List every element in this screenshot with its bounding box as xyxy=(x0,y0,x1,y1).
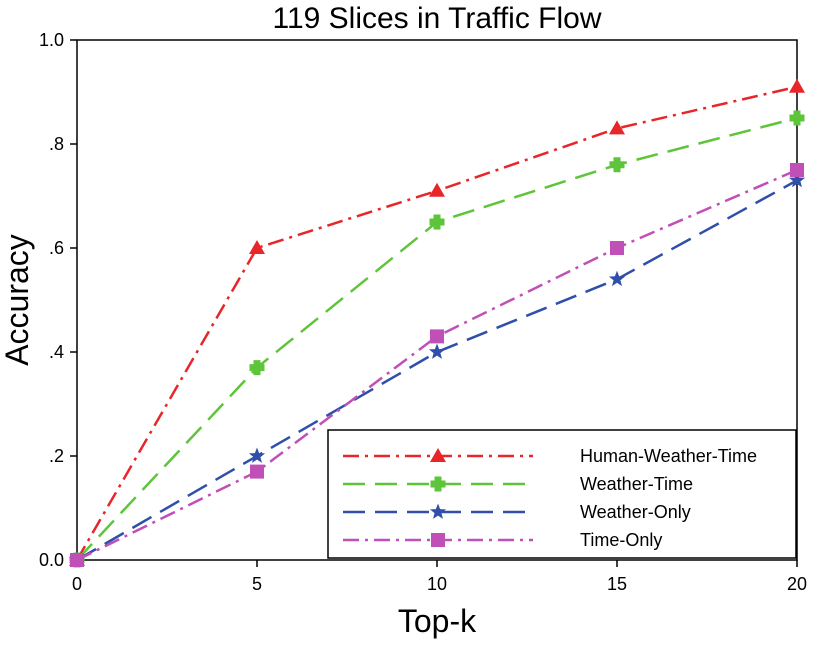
data-point-time-only xyxy=(70,553,84,567)
x-tick-label: 15 xyxy=(607,574,627,594)
data-point-weather-only xyxy=(608,270,626,287)
chart-title: 119 Slices in Traffic Flow xyxy=(272,2,601,35)
data-point-human-weather-time xyxy=(249,240,265,254)
data-point-weather-only xyxy=(428,343,446,359)
x-axis-label: Top-k xyxy=(398,603,477,639)
legend-item-weather-only: Weather-Only xyxy=(343,502,691,522)
data-point-human-weather-time xyxy=(429,182,445,197)
series-layer xyxy=(68,78,806,568)
data-point-weather-time xyxy=(249,360,265,376)
data-point-time-only xyxy=(610,241,624,255)
y-tick-label: .8 xyxy=(49,134,64,154)
data-point-weather-only xyxy=(248,447,266,463)
y-tick-label: .4 xyxy=(49,342,64,362)
y-axis: 0.0 .2 .4 .6 .8 1.0 xyxy=(39,30,77,570)
data-point-time-only xyxy=(250,464,264,479)
legend-label: Weather-Time xyxy=(580,474,693,494)
legend-label: Human-Weather-Time xyxy=(580,446,757,466)
legend-swatch-marker xyxy=(429,503,447,519)
x-tick-label: 5 xyxy=(252,574,262,594)
legend-label: Weather-Only xyxy=(580,502,691,522)
data-point-weather-only xyxy=(788,171,806,188)
data-point-weather-time xyxy=(429,214,445,230)
legend-label: Time-Only xyxy=(580,530,662,550)
series-time-only xyxy=(70,163,804,567)
data-point-weather-time xyxy=(609,157,625,173)
legend-swatch-marker xyxy=(430,448,446,462)
legend-box xyxy=(327,429,797,559)
x-tick-label: 10 xyxy=(427,574,447,594)
data-point-weather-time xyxy=(789,110,805,126)
x-axis: 0 5 10 15 20 xyxy=(72,560,807,594)
y-tick-label: .6 xyxy=(49,238,64,258)
data-point-human-weather-time xyxy=(789,78,805,93)
x-tick-label: 0 xyxy=(72,574,82,594)
x-tick-label: 20 xyxy=(787,574,807,594)
legend-item-weather-time: Weather-Time xyxy=(343,474,693,494)
legend-item-human-weather-time: Human-Weather-Time xyxy=(343,446,757,466)
y-axis-label: Accuracy xyxy=(0,234,35,366)
legend-swatch-marker xyxy=(431,533,445,547)
y-tick-label: .2 xyxy=(49,446,64,466)
y-tick-label: 0.0 xyxy=(39,550,64,570)
legend-item-time-only: Time-Only xyxy=(343,530,662,550)
y-tick-label: 1.0 xyxy=(39,30,64,50)
data-point-human-weather-time xyxy=(609,120,625,135)
series-line-weather-only xyxy=(76,179,798,562)
data-point-time-only xyxy=(430,329,444,344)
data-point-time-only xyxy=(790,163,804,177)
legend: Human-Weather-Time Weather-Time Weather-On… xyxy=(327,429,797,559)
legend-swatch-marker xyxy=(430,476,446,492)
